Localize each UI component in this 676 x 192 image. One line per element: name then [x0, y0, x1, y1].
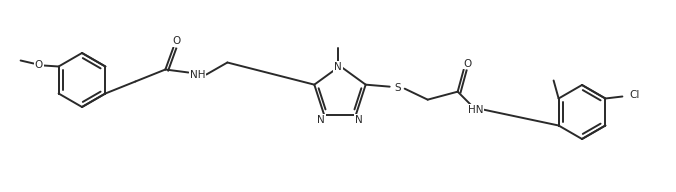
Text: O: O: [34, 60, 43, 70]
Text: N: N: [317, 115, 325, 125]
Text: HN: HN: [468, 105, 483, 115]
Text: N: N: [355, 115, 363, 125]
Text: O: O: [172, 36, 180, 46]
Text: Cl: Cl: [629, 90, 639, 100]
Text: O: O: [464, 59, 472, 69]
Text: N: N: [334, 62, 342, 72]
Text: NH: NH: [190, 70, 205, 79]
Text: S: S: [394, 83, 401, 93]
